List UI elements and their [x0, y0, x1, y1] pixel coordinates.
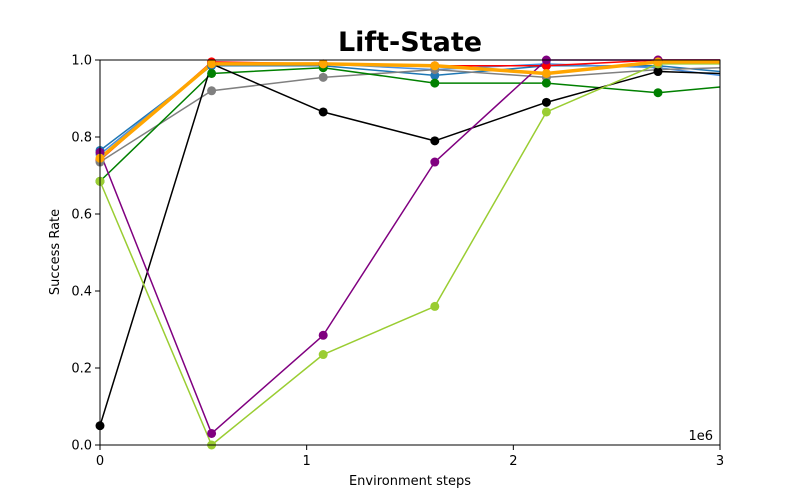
series-line [99, 59, 720, 435]
data-point [318, 350, 328, 360]
series-5-markers [95, 59, 663, 431]
series-6-markers [95, 55, 663, 438]
series-6 [99, 59, 720, 435]
data-point [653, 67, 663, 77]
y-tick-label: 0.0 [71, 439, 92, 454]
y-tick-label: 0.6 [71, 208, 92, 223]
series-8-markers [95, 57, 663, 163]
y-tick-label: 0.4 [71, 285, 92, 300]
series-line [99, 60, 720, 160]
y-tick-label: 0.2 [71, 362, 92, 377]
chart-title: Lift-State [338, 27, 482, 58]
data-point [318, 330, 328, 340]
data-point [207, 68, 217, 78]
x-axis: 0 1 2 3 [96, 445, 724, 469]
data-point [541, 68, 551, 78]
x-tick-label: 1 [303, 454, 311, 469]
x-axis-label: Environment steps [349, 474, 471, 489]
data-point [207, 86, 217, 96]
series-7-markers [95, 59, 663, 450]
y-tick-label: 0.8 [71, 131, 92, 146]
x-tick-label: 0 [96, 454, 104, 469]
series-line [99, 63, 721, 426]
series-8 [99, 60, 720, 160]
data-point [318, 59, 328, 69]
data-point [207, 59, 217, 69]
data-point [430, 157, 440, 167]
data-point [430, 78, 440, 88]
series-1-markers [95, 59, 663, 159]
data-point [653, 57, 663, 67]
y-axis-label: Success Rate [48, 209, 63, 295]
data-point [430, 136, 440, 146]
data-point [318, 107, 328, 117]
x-tick-label: 2 [509, 454, 517, 469]
series-5 [99, 63, 721, 426]
plot-frame [99, 59, 721, 446]
data-point [430, 301, 440, 311]
data-point [541, 97, 551, 107]
x-tick-label: 3 [716, 454, 724, 469]
data-point [653, 88, 663, 98]
data-point [541, 78, 551, 88]
data-point [318, 72, 328, 82]
series-line [99, 59, 720, 161]
x-offset-label: 1e6 [688, 429, 713, 444]
y-tick-label: 1.0 [71, 54, 92, 69]
data-point [207, 428, 217, 438]
y-axis: 0.0 0.2 0.4 0.6 0.8 1.0 [71, 54, 100, 454]
series-3-markers [95, 65, 663, 167]
series-layer [95, 55, 721, 450]
data-point [541, 107, 551, 117]
series-4-markers [95, 63, 663, 186]
data-point [430, 61, 440, 71]
series-2 [99, 59, 720, 161]
